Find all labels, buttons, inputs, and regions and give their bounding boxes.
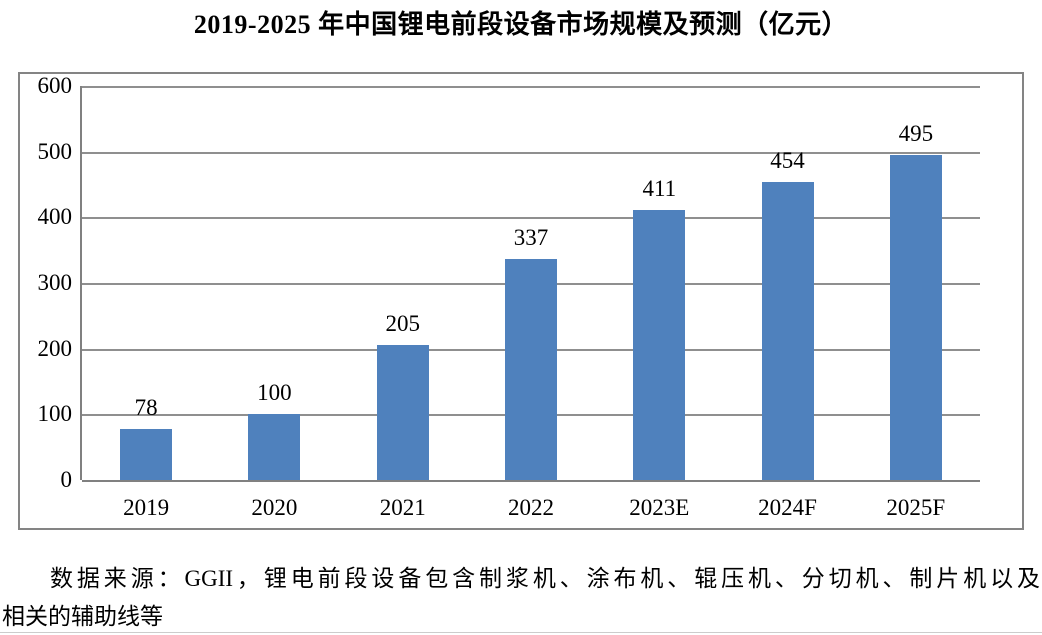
- bar: [376, 345, 429, 480]
- y-tick-label: 100: [37, 401, 73, 427]
- bar: [633, 210, 686, 480]
- bar: [504, 258, 557, 480]
- gridline-400: [82, 217, 980, 220]
- bar-column-2021: 205: [339, 86, 467, 480]
- x-axis-tick-labels: 2019 2020 2021 2022 2023E 2024F 2025F: [82, 492, 980, 524]
- bar-series: 78 100 205 337 411 454 495: [82, 86, 980, 480]
- bar-value-label: 411: [642, 176, 677, 202]
- x-tick-label: 2021: [379, 495, 426, 520]
- bar-value-label: 337: [513, 224, 549, 250]
- bar-value-label: 495: [898, 120, 934, 146]
- bar-value-label: 100: [257, 380, 292, 406]
- bar-column-2023E: 411: [595, 86, 723, 480]
- bar-value-label: 78: [134, 394, 158, 420]
- bar-column-2024F: 454: [723, 86, 851, 480]
- bar: [761, 181, 814, 480]
- x-tick-label: 2025F: [886, 495, 946, 520]
- bar-value-label: 454: [770, 147, 805, 173]
- bar-column-2022: 337: [467, 86, 595, 480]
- gridline-500: [82, 151, 980, 154]
- x-tick-label: 2022: [507, 495, 554, 520]
- bar: [120, 428, 173, 480]
- y-tick-label: 0: [60, 467, 73, 492]
- plot-area: 78 100 205 337 411 454 495: [80, 86, 980, 482]
- gridline-600: [82, 86, 980, 88]
- source-note-line-2: 相关的辅助线等: [2, 604, 163, 629]
- page-bottom-divider: [0, 632, 1042, 633]
- x-tick-label: 2023E: [629, 495, 690, 520]
- bar-column-2019: 78: [82, 86, 210, 480]
- chart-frame: 0 100 200 300 400 500 600 78 100 205 337 411 454 495…: [18, 72, 1024, 530]
- y-tick-label: 600: [37, 73, 73, 98]
- source-note: 数据来源：GGII，锂电前段设备包含制浆机、涂布机、辊压机、分切机、制片机以及 …: [2, 560, 1040, 635]
- bar-column-2020: 100: [210, 86, 338, 480]
- x-tick-label: 2024F: [758, 495, 817, 520]
- bar-column-2025F: 495: [852, 86, 980, 480]
- x-axis-line: [82, 480, 980, 482]
- y-tick-label: 300: [37, 270, 73, 295]
- bar: [889, 154, 942, 480]
- x-tick-label: 2020: [251, 495, 298, 520]
- chart-title: 2019-2025 年中国锂电前段设备市场规模及预测（亿元）: [193, 10, 849, 39]
- bar-value-label: 205: [385, 311, 420, 337]
- source-note-line-1: 数据来源：GGII，锂电前段设备包含制浆机、涂布机、辊压机、分切机、制片机以及: [50, 566, 1040, 591]
- y-axis-tick-labels: 0 100 200 300 400 500 600: [20, 73, 73, 528]
- y-tick-label: 200: [37, 335, 73, 361]
- bar: [248, 414, 301, 480]
- y-tick-label: 500: [37, 138, 73, 164]
- y-axis-line: [80, 86, 82, 480]
- x-tick-label: 2019: [123, 495, 170, 520]
- y-tick-label: 400: [37, 204, 73, 230]
